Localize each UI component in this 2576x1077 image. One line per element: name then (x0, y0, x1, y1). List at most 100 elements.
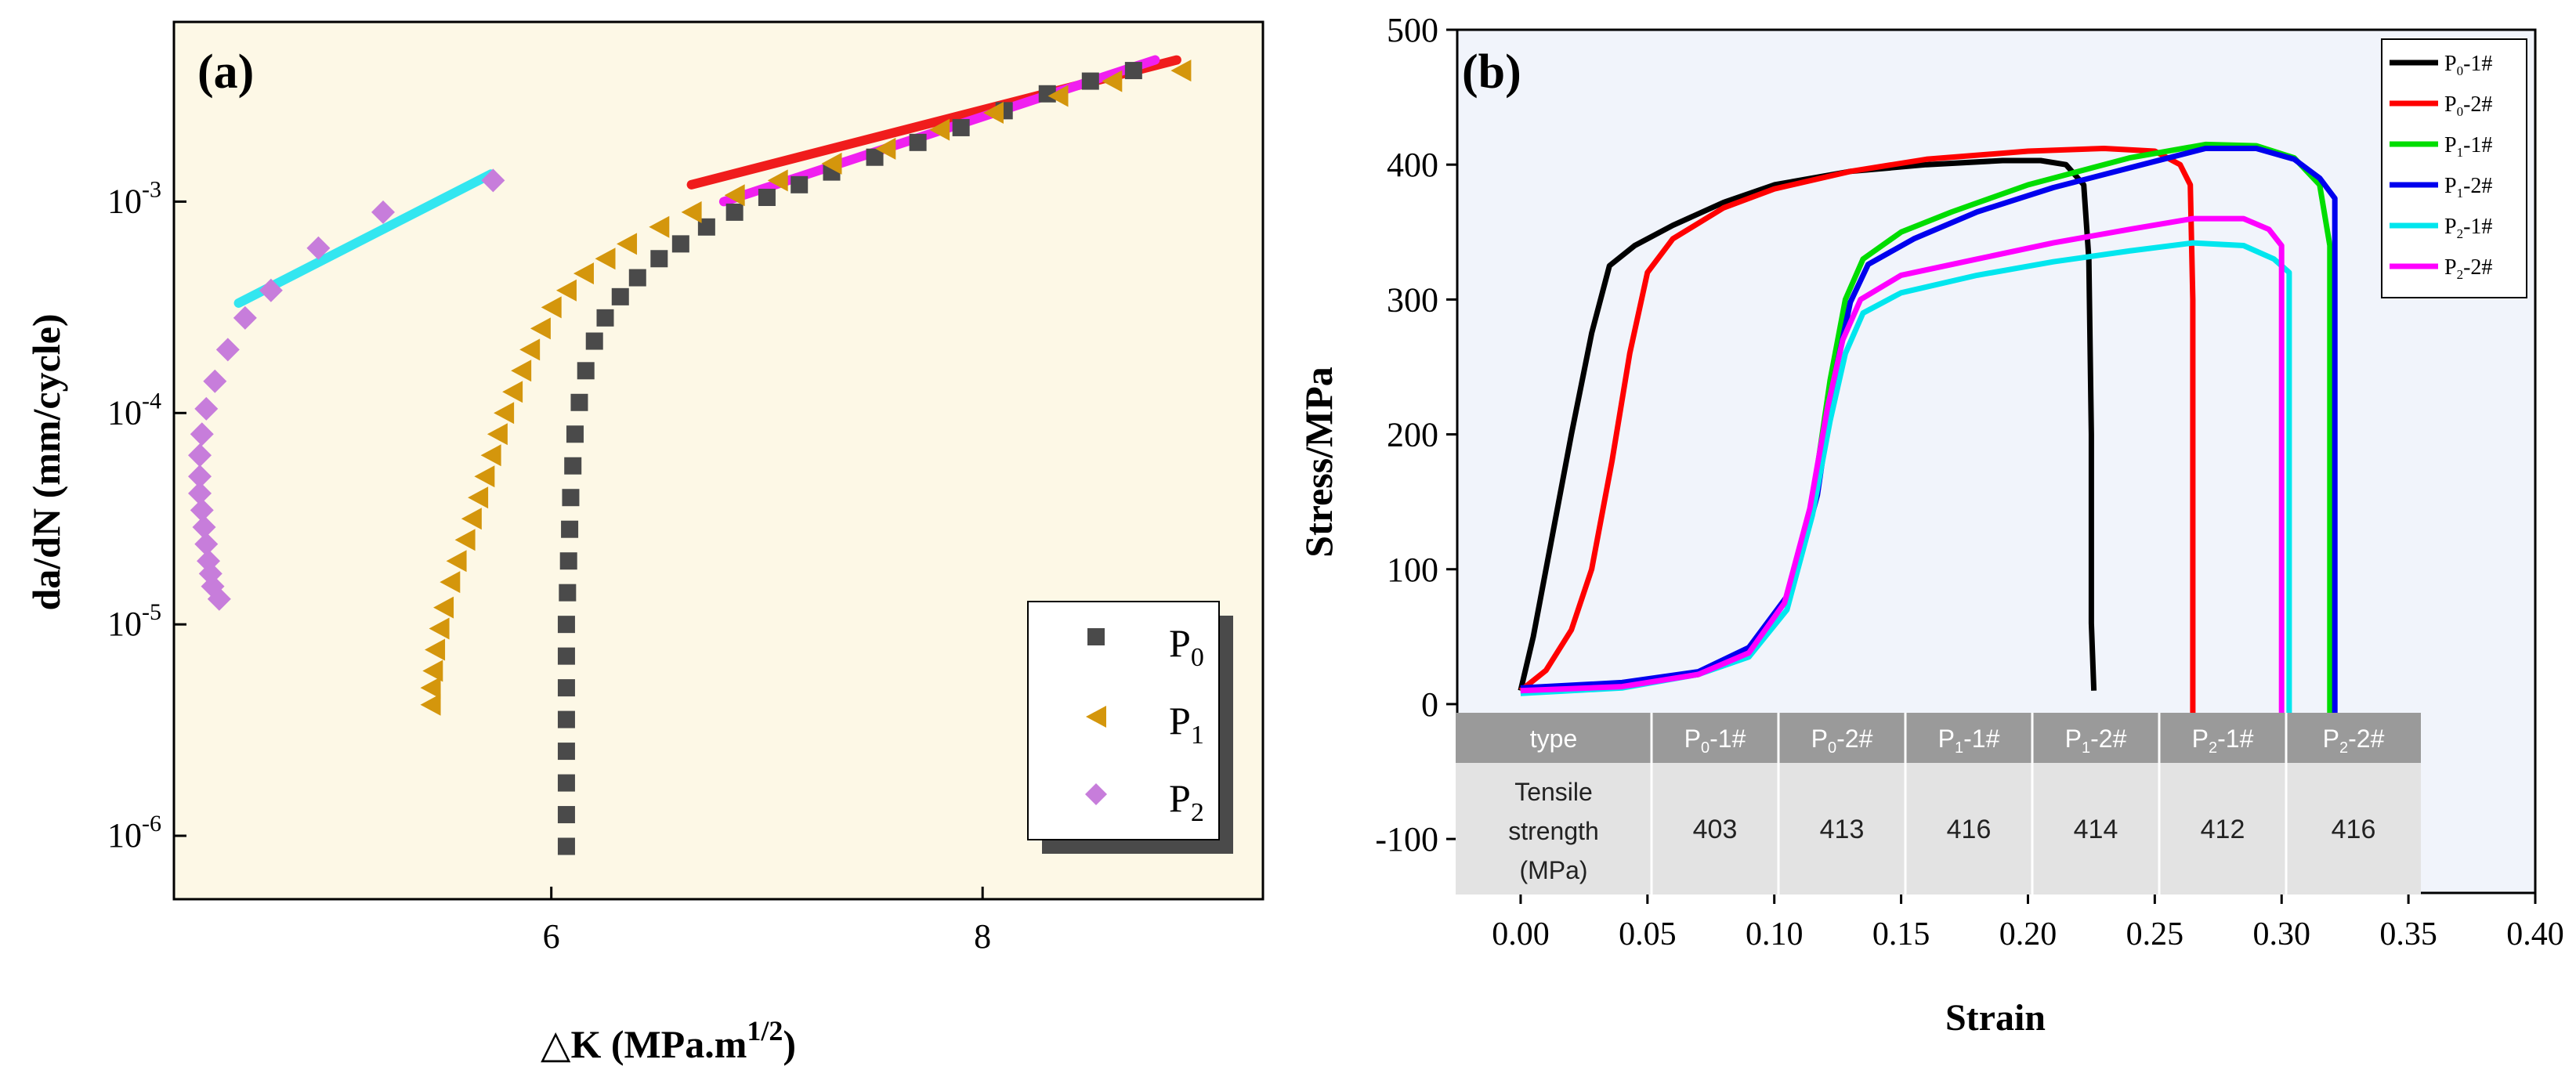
x-tick-label-0.40: 0.40 (2506, 916, 2564, 952)
legend-label-3-sub: 1 (2457, 145, 2464, 160)
point-p2-9 (188, 464, 212, 489)
table-header-5-sub: 2 (2209, 739, 2217, 757)
x-tick-label-8: 8 (974, 917, 991, 956)
legend-label-3: P1-1# (2444, 133, 2492, 160)
y-tick-label-200: 200 (1387, 416, 1438, 454)
table-header-4-sub: 1 (2082, 739, 2090, 757)
y-tick-exp: -3 (142, 176, 161, 202)
point-p0-6 (557, 679, 575, 697)
x-tick-label-6: 6 (543, 917, 560, 956)
point-p1-4 (425, 638, 446, 661)
point-p1-34 (1102, 70, 1123, 92)
point-p1-30 (875, 137, 896, 160)
point-p0-33 (1081, 72, 1099, 90)
point-p2-8 (188, 481, 212, 505)
point-p0-18 (596, 309, 614, 327)
y-tick-label--4: 10-4 (107, 388, 161, 432)
panel-b-legend: P0-1#P0-2#P1-1#P1-2#P2-1#P2-2# (2381, 38, 2527, 298)
y-tick-label-400: 400 (1387, 146, 1438, 184)
point-p0-25 (758, 189, 776, 206)
y-tick-base: 10 (107, 605, 142, 643)
legend-marker-p1 (1086, 706, 1106, 728)
tensile-strength-table: type P0-1# P0-2# P1-1# P1-2# P2-1# P2-2#Tensil… (1456, 713, 2421, 894)
point-p0-10 (559, 552, 577, 570)
point-p1-6 (433, 596, 454, 619)
legend-label-6-sub: 2 (2457, 267, 2464, 282)
point-p0-24 (725, 203, 743, 221)
point-p1-29 (821, 152, 842, 175)
point-p2-7 (190, 498, 214, 522)
panel-b-ylabel: Stress/MPa (1297, 367, 1340, 557)
point-p2-15 (233, 305, 257, 330)
y-tick-label--6: 10-6 (107, 811, 161, 855)
table-header-3: P1-1# (1938, 725, 2000, 757)
panel-a-data-points (188, 60, 1192, 855)
point-p0-30 (952, 118, 970, 136)
table-header-4: P1-2# (2065, 725, 2127, 757)
legend-box (2381, 38, 2527, 298)
legend-label-1-suffix: -1# (2463, 52, 2492, 76)
point-p0-16 (577, 362, 595, 380)
legend-label-5-main: P (2444, 215, 2457, 239)
point-p1-23 (595, 248, 616, 270)
table-header-1: P0-1# (1684, 725, 1746, 757)
y-tick-label-300: 300 (1387, 280, 1438, 319)
panel-a-xlabel-close: ) (783, 1022, 796, 1066)
series-line-p1-2 (1520, 146, 2338, 732)
point-p0-20 (628, 269, 646, 287)
point-p1-1 (420, 693, 441, 716)
table-value-4: 414 (2074, 815, 2118, 844)
table-row-label-line-2: strength (1508, 817, 1599, 845)
legend-label-2-main: P (2444, 92, 2457, 117)
table-header-3-suffix: -1# (1963, 725, 1999, 753)
point-p0-4 (557, 743, 575, 761)
point-p0-17 (585, 332, 603, 350)
point-p2-13 (203, 369, 227, 393)
point-p2-6 (192, 515, 216, 540)
y-tick-label-0: 0 (1421, 685, 1438, 724)
legend-label-5-suffix: -1# (2463, 215, 2492, 239)
table-header-6-sub: 2 (2339, 739, 2348, 757)
point-p2-16 (259, 278, 283, 302)
panel-b-axis-ticks: 0.00 0.05 0.10 0.15 0.20 0.25 0.30 0.35 0.40 -100… (1375, 11, 2563, 952)
panel-a-xlabel: △K (MPa.m1/2) (541, 1015, 796, 1066)
table-value-1: 403 (1693, 815, 1738, 844)
point-p1-11 (468, 486, 489, 509)
point-p0-7 (557, 647, 575, 665)
x-tick-label-0.35: 0.35 (2379, 916, 2437, 952)
point-p1-9 (454, 529, 476, 551)
point-p2-12 (194, 396, 219, 421)
table-header-1-sub: 0 (1701, 739, 1709, 757)
x-tick-label-0.20: 0.20 (1999, 916, 2057, 952)
point-p0-28 (866, 148, 884, 166)
point-p0-9 (559, 584, 577, 602)
point-p0-2 (557, 806, 575, 824)
x-tick-label-0.30: 0.30 (2252, 916, 2310, 952)
legend-marker-p0 (1087, 628, 1105, 645)
point-p0-29 (909, 133, 927, 151)
legend-label-1-main: P (2444, 52, 2457, 76)
point-p1-17 (511, 360, 532, 382)
legend-label-4: P1-2# (2444, 174, 2492, 201)
point-p1-19 (530, 317, 551, 340)
x-tick-label-0.25: 0.25 (2126, 916, 2184, 952)
fit-line-1 (233, 169, 496, 308)
table-header-3-main: P (1938, 725, 1955, 753)
x-tick-label-0.15: 0.15 (1872, 916, 1930, 952)
y-tick-exp: -5 (142, 599, 161, 625)
table-header-2-suffix: -2# (1836, 725, 1872, 753)
point-p0-26 (791, 175, 809, 193)
table-header-4-suffix: -2# (2090, 725, 2126, 753)
point-p1-35 (1170, 60, 1192, 82)
point-p0-5 (557, 710, 575, 728)
point-p1-22 (573, 262, 594, 285)
table-header-6-main: P (2323, 725, 2339, 753)
point-p1-27 (724, 184, 745, 207)
y-tick-base: 10 (107, 816, 142, 855)
point-p1-16 (502, 381, 523, 403)
point-p2-19 (481, 168, 505, 193)
point-p0-23 (697, 218, 715, 236)
legend-label-6-main: P (2444, 255, 2457, 280)
point-p1-24 (617, 233, 638, 255)
